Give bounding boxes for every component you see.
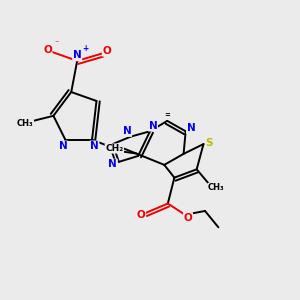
- Text: O: O: [103, 46, 111, 56]
- Text: O: O: [184, 213, 192, 223]
- Text: O: O: [137, 210, 146, 220]
- Text: N: N: [90, 141, 99, 151]
- Text: N: N: [73, 50, 82, 61]
- Text: =: =: [164, 112, 170, 118]
- Text: S: S: [206, 138, 213, 148]
- Text: CH₃: CH₃: [208, 183, 225, 192]
- Text: N: N: [109, 159, 117, 169]
- Text: N: N: [148, 121, 157, 131]
- Text: N: N: [123, 126, 131, 136]
- Text: ⁻: ⁻: [54, 38, 59, 47]
- Text: N: N: [58, 141, 67, 151]
- Text: CH₃: CH₃: [17, 119, 34, 128]
- Text: N: N: [187, 123, 195, 133]
- Text: CH₂: CH₂: [105, 144, 124, 153]
- Text: +: +: [82, 44, 89, 53]
- Text: O: O: [43, 44, 52, 55]
